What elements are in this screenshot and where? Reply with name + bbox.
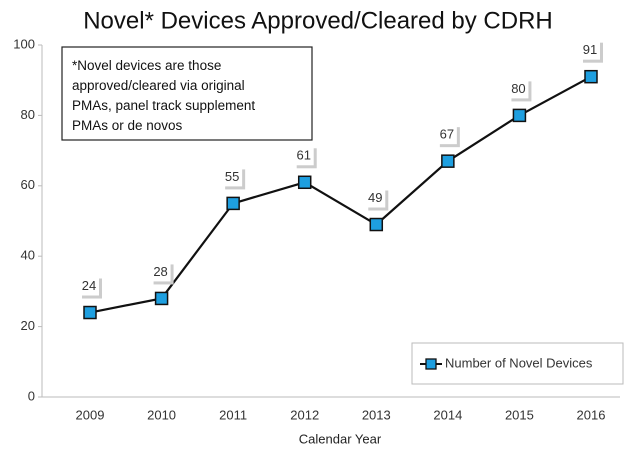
legend-marker <box>425 358 437 370</box>
x-tick-label: 2009 <box>76 407 105 422</box>
data-point <box>369 217 384 232</box>
data-label: 67 <box>440 127 454 142</box>
x-tick-label: 2015 <box>505 407 534 422</box>
data-point <box>297 175 312 190</box>
legend-box <box>411 342 624 385</box>
data-label-box <box>151 262 171 282</box>
data-label: 61 <box>296 148 310 163</box>
annotation-box <box>61 46 313 141</box>
annotation-line: PMAs or de novos <box>72 118 183 133</box>
data-label-box <box>294 146 314 166</box>
data-point <box>83 305 97 320</box>
x-tick-label: 2011 <box>219 407 247 422</box>
data-label-box <box>437 125 457 145</box>
annotation-line: PMAs, panel track supplement <box>72 98 255 113</box>
x-tick-label: 2012 <box>290 407 319 422</box>
annotation-line: approved/cleared via original <box>72 78 245 93</box>
data-label-box <box>366 188 386 208</box>
data-point <box>584 69 598 84</box>
y-tick-label: 20 <box>21 318 35 333</box>
x-tick-label: 2010 <box>147 407 176 422</box>
data-label: 49 <box>368 190 382 205</box>
data-label-box <box>80 276 99 296</box>
y-tick-label: 0 <box>28 388 35 403</box>
x-tick-label: 2014 <box>433 407 462 422</box>
data-label-box <box>509 79 529 99</box>
y-tick-label: 100 <box>13 36 35 51</box>
y-tick-label: 40 <box>21 248 35 263</box>
data-point <box>512 108 527 123</box>
data-label: 28 <box>153 264 167 279</box>
data-label: 91 <box>583 42 597 57</box>
chart-title: Novel* Devices Approved/Cleared by CDRH <box>83 7 553 34</box>
y-tick-label: 80 <box>21 107 35 122</box>
data-point <box>226 196 240 211</box>
legend-label: Number of Novel Devices <box>445 355 593 370</box>
data-label-box <box>223 167 243 187</box>
x-tick-label: 2013 <box>362 407 391 422</box>
data-label-box <box>581 40 600 60</box>
data-point <box>154 291 169 306</box>
data-label: 55 <box>225 169 239 184</box>
data-label: 24 <box>82 278 96 293</box>
data-label: 80 <box>511 81 525 96</box>
annotation-line: *Novel devices are those <box>72 58 221 73</box>
x-tick-label: 2016 <box>577 407 606 422</box>
y-tick-label: 60 <box>21 177 35 192</box>
x-axis-title: Calendar Year <box>299 431 382 446</box>
data-point <box>441 154 455 168</box>
